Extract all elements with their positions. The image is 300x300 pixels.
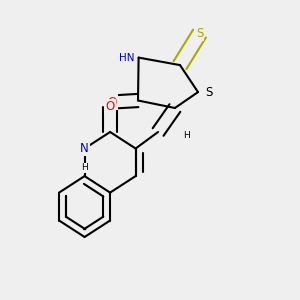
- Text: H: H: [183, 131, 190, 140]
- Text: O: O: [106, 100, 115, 113]
- Text: H: H: [81, 164, 88, 172]
- Text: N: N: [80, 142, 89, 155]
- Text: S: S: [206, 85, 213, 99]
- Text: O: O: [108, 95, 117, 109]
- Text: HN: HN: [118, 52, 134, 63]
- Text: S: S: [196, 27, 203, 40]
